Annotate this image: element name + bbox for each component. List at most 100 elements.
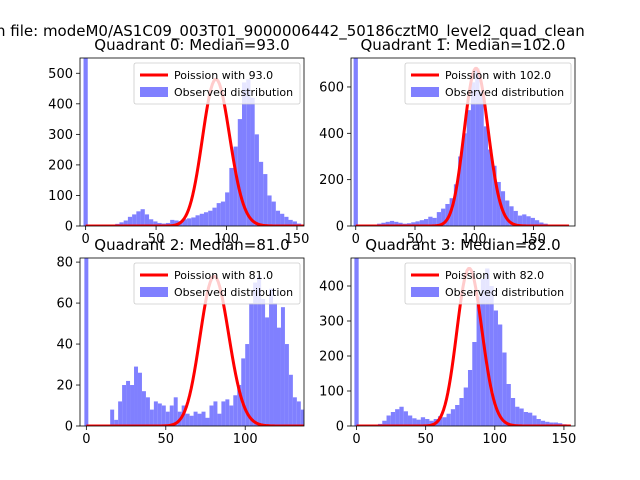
histogram-bar: [517, 215, 523, 226]
histogram-bar: [271, 201, 276, 226]
histogram-bar: [513, 210, 518, 226]
histogram-bar: [437, 416, 443, 426]
x-tick-label: 0: [352, 232, 360, 247]
histogram-bar: [385, 221, 390, 226]
x-tick-label: 50: [148, 232, 165, 247]
x-tick-label: 100: [462, 232, 487, 247]
histogram-bar: [273, 303, 277, 426]
histogram-bar: [221, 401, 226, 426]
y-tick-label: 300: [319, 315, 344, 330]
histogram-bar: [149, 409, 154, 426]
histogram-bar: [476, 296, 481, 426]
histogram-bar: [394, 221, 399, 226]
histogram-bar: [269, 288, 274, 426]
histogram-bar: [390, 412, 396, 426]
y-tick-label: 100: [48, 189, 73, 204]
histogram-bar: [284, 344, 289, 426]
legend-label-poisson: Poission with 93.0: [174, 69, 273, 82]
legend-label-observed: Observed distribution: [445, 86, 564, 99]
histogram-bar: [354, 258, 359, 426]
histogram-bar: [549, 422, 554, 426]
y-tick-label: 200: [319, 350, 344, 365]
histogram-bar: [254, 134, 259, 226]
y-tick-label: 0: [336, 220, 344, 235]
histogram-bar: [407, 415, 413, 426]
legend-box: [404, 62, 572, 105]
histogram-bar: [193, 411, 198, 426]
histogram-bar: [411, 222, 416, 226]
y-tick-label: 0: [336, 420, 344, 435]
histogram-bar: [502, 352, 507, 426]
histogram-bar: [187, 218, 192, 226]
legend-box: [133, 62, 301, 105]
histogram-bar: [419, 220, 425, 226]
histogram-bar: [261, 298, 266, 426]
y-tick-label: 200: [48, 158, 73, 173]
histogram-bar: [389, 220, 395, 226]
histogram-bar: [140, 209, 145, 226]
histogram-bar: [250, 97, 255, 226]
legend: Poission with 82.0 Observed distribution: [404, 262, 572, 305]
histogram-bar: [153, 221, 158, 226]
histogram-bar: [241, 358, 246, 426]
histogram-bar: [136, 211, 141, 226]
histogram-bar: [412, 418, 417, 426]
histogram-bar: [467, 370, 473, 426]
y-tick-label: 600: [319, 80, 344, 95]
legend-bar-swatch: [140, 87, 168, 97]
histogram-bar: [242, 82, 247, 226]
histogram-bar: [458, 156, 463, 226]
histogram-bar: [205, 417, 210, 426]
x-tick-label: 150: [521, 232, 546, 247]
histogram-bar: [489, 286, 494, 426]
histogram-bar: [233, 146, 238, 226]
histogram-bar: [415, 221, 420, 226]
histogram-bar: [149, 219, 154, 226]
histogram-bar: [466, 110, 471, 226]
x-tick-label: 150: [285, 232, 310, 247]
histogram-bar: [275, 210, 281, 226]
y-tick-label: 400: [319, 127, 344, 142]
histogram-bar: [257, 276, 262, 426]
histogram-bar: [475, 68, 480, 226]
legend-label-observed: Observed distribution: [174, 286, 293, 299]
y-tick-label: 80: [56, 256, 73, 271]
histogram-bar: [265, 317, 270, 426]
histogram-bar: [267, 195, 272, 226]
quadrant-3-panel: Quadrant 3: Median=82.0 0 50 100 150 0 100 200…: [319, 236, 576, 447]
histogram-bar: [237, 385, 242, 426]
histogram-bar: [506, 384, 511, 426]
histogram-bar: [381, 222, 386, 226]
histogram-bar: [157, 222, 162, 226]
histogram-bar: [220, 201, 226, 226]
histogram-bar: [144, 214, 150, 226]
histogram-bar: [398, 222, 403, 226]
histogram-bar: [161, 405, 166, 426]
histogram-bar: [217, 413, 222, 426]
histogram-bar: [229, 167, 234, 226]
histogram-bar: [523, 412, 528, 426]
histogram-bar: [540, 420, 546, 426]
y-tick-label: 200: [319, 173, 344, 188]
histogram-bar: [519, 408, 524, 426]
histogram-bar: [462, 133, 467, 226]
histogram-bar: [169, 405, 174, 426]
histogram-bar: [416, 419, 421, 426]
histogram-bar: [446, 413, 451, 426]
histogram-bar: [436, 212, 442, 226]
histogram-bar: [463, 387, 468, 426]
histogram-bar: [530, 217, 535, 226]
histogram-bar: [420, 417, 426, 426]
histogram-bar: [386, 415, 391, 426]
y-tick-label: 40: [56, 338, 73, 353]
legend-box: [404, 262, 572, 305]
y-tick-label: 0: [65, 420, 73, 435]
legend: Poission with 81.0 Observed distribution: [133, 262, 301, 305]
y-tick-label: 20: [56, 379, 73, 394]
histogram-bar: [429, 420, 434, 426]
histogram-bar: [199, 213, 204, 226]
histogram-bar: [536, 419, 541, 426]
histogram-bar: [441, 208, 446, 226]
histogram-bar: [197, 413, 202, 426]
histogram-bar: [208, 210, 213, 226]
